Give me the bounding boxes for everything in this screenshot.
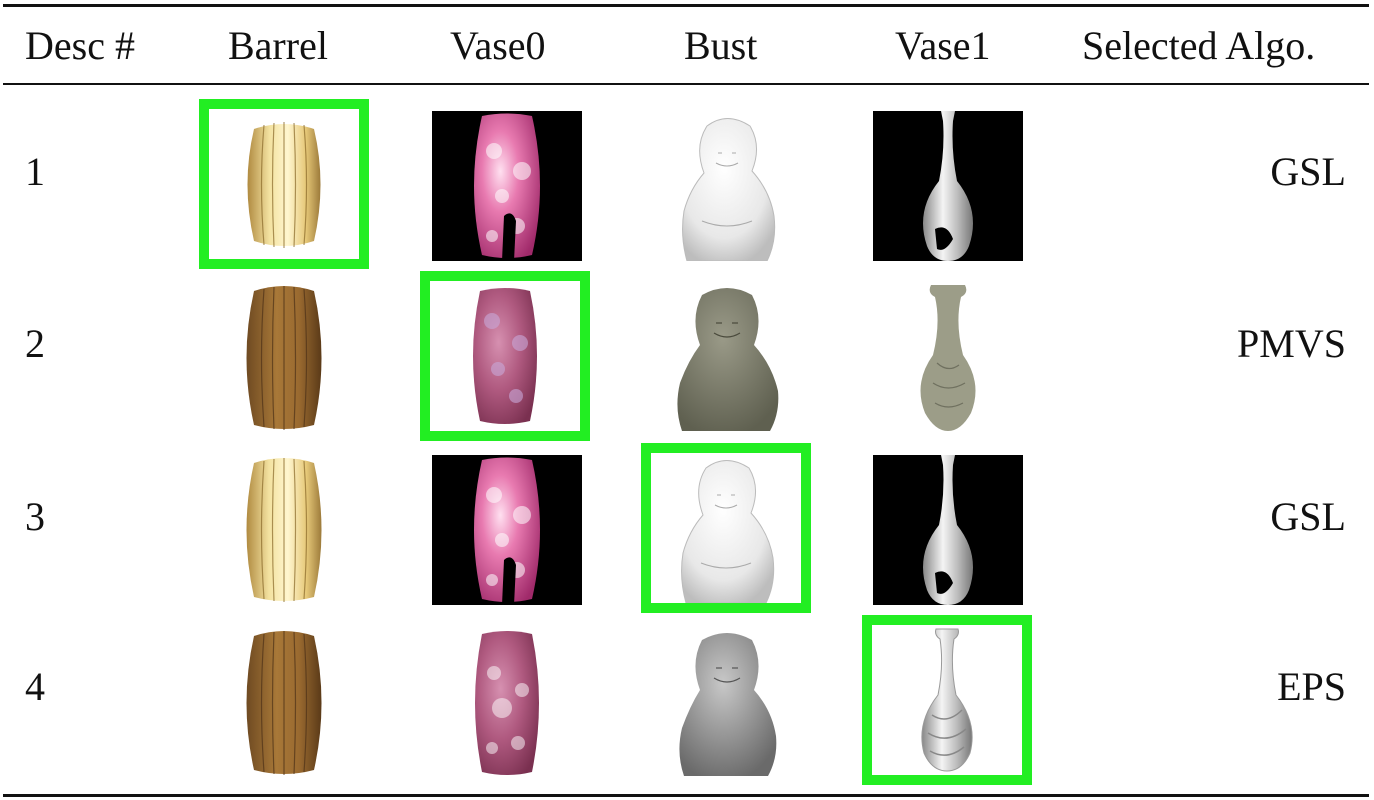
cell-vase0-row1 xyxy=(432,111,582,261)
row-desc-2: 2 xyxy=(25,321,45,366)
row-algo-4: EPS xyxy=(1277,664,1346,709)
row-desc-4: 4 xyxy=(25,664,45,709)
header-vase0: Vase0 xyxy=(450,23,546,68)
cell-vase1-row2 xyxy=(873,283,1023,433)
barrel-dark-image xyxy=(246,286,322,430)
barrel-dark-image xyxy=(246,631,322,775)
header-vase1: Vase1 xyxy=(895,23,991,68)
bust-olive-image xyxy=(677,288,779,431)
row-algo-3: GSL xyxy=(1270,494,1346,539)
cell-barrel-row4 xyxy=(209,628,359,778)
table-top-rule xyxy=(3,4,1369,7)
row-algo-1: GSL xyxy=(1270,149,1346,194)
row-algo-2: PMVS xyxy=(1237,321,1346,366)
cell-vase1-row3 xyxy=(873,455,1023,605)
header-desc: Desc # xyxy=(25,23,135,68)
table-header-rule xyxy=(3,83,1369,85)
header-barrel: Barrel xyxy=(228,23,328,68)
row-desc-3: 3 xyxy=(25,494,45,539)
cell-bust-row3 xyxy=(641,443,811,613)
cell-barrel-row2 xyxy=(209,283,359,433)
cell-bust-row4 xyxy=(652,628,802,778)
vase1-dark-image xyxy=(923,111,973,261)
cell-vase1-row1 xyxy=(873,111,1023,261)
vase0-muted-image xyxy=(473,288,537,424)
vase1-silver-image xyxy=(921,628,973,772)
vase0-bright-image xyxy=(474,113,540,261)
vase0-bright-image xyxy=(474,457,540,605)
cell-vase0-row2 xyxy=(420,271,590,441)
cell-vase0-row3 xyxy=(432,455,582,605)
cell-vase0-row4 xyxy=(432,628,582,778)
header-bust: Bust xyxy=(684,23,758,68)
vase0-muted-image xyxy=(475,631,539,775)
table-bottom-rule xyxy=(3,794,1369,797)
bust-white-image xyxy=(682,118,776,261)
cell-vase1-row4 xyxy=(862,615,1032,785)
bust-grey-image xyxy=(679,633,777,776)
bust-white-image xyxy=(681,460,775,603)
cell-bust-row1 xyxy=(652,111,802,261)
cell-bust-row2 xyxy=(652,283,802,433)
header-selected-algo: Selected Algo. xyxy=(1082,23,1316,68)
barrel-light-image xyxy=(246,458,322,602)
cell-barrel-row3 xyxy=(209,455,359,605)
barrel-light-image xyxy=(247,122,321,248)
vase1-dark-image xyxy=(923,455,973,605)
cell-barrel-row1 xyxy=(199,99,369,269)
row-desc-1: 1 xyxy=(25,149,45,194)
vase1-olive-image xyxy=(920,285,976,431)
